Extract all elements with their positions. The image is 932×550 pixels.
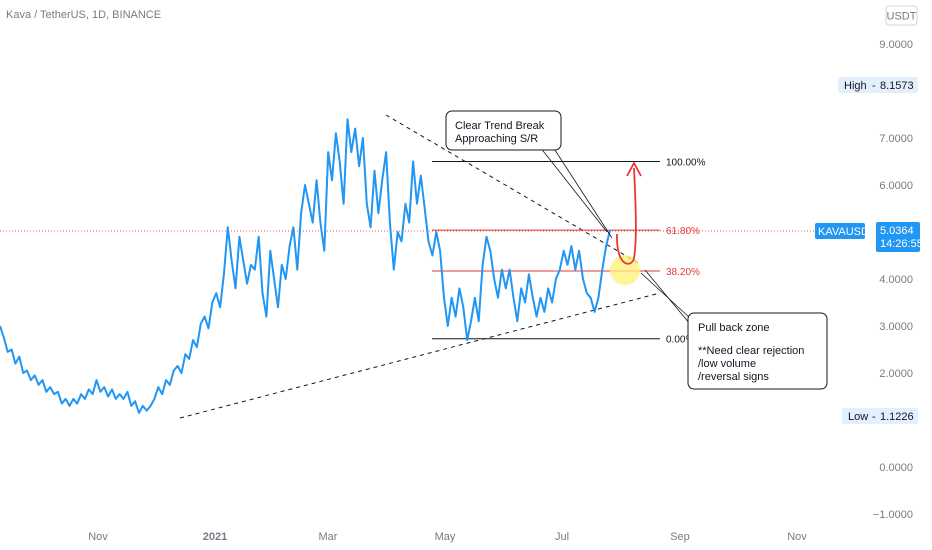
x-tick-label: Mar xyxy=(319,531,338,543)
y-tick-label: 2.0000 xyxy=(879,368,913,380)
y-tick-label: 3.0000 xyxy=(879,321,913,333)
high-badge-value: 8.1573 xyxy=(880,80,914,92)
callout-pointer-line xyxy=(552,146,613,239)
callout-pointer-line xyxy=(640,272,691,319)
price-series-line xyxy=(0,118,611,414)
last-price-badge: KAVAUSDT 5.0364 14:26:55 xyxy=(815,222,923,252)
y-tick-label: 6.0000 xyxy=(879,180,913,192)
x-tick-label: Jul xyxy=(555,531,569,543)
fib-retracement[interactable]: 100.00% 61.80% 38.20% 0.00% xyxy=(432,158,706,346)
callout-box[interactable] xyxy=(445,110,562,151)
x-tick-label: Nov xyxy=(787,531,807,543)
high-badge-separator: - xyxy=(872,80,876,92)
y-tick-label: 4.0000 xyxy=(879,274,913,286)
projection-arrow xyxy=(616,167,637,265)
y-tick-label: 9.0000 xyxy=(879,39,913,51)
downtrend-line[interactable] xyxy=(385,114,641,265)
low-badge: Low - 1.1226 xyxy=(842,408,918,424)
fib-level-label: 100.00% xyxy=(666,158,706,169)
candle-countdown: 14:26:55 xyxy=(880,238,923,250)
callout-trend-break[interactable]: Clear Trend Break Approaching S/R xyxy=(445,110,613,239)
callout-text-line-2: Approaching S/R xyxy=(455,133,538,145)
fib-level-label: 38.20% xyxy=(666,267,700,278)
currency-badge[interactable]: USDT xyxy=(885,5,918,26)
x-tick-label: Nov xyxy=(88,531,108,543)
y-tick-label: 0.0000 xyxy=(879,462,913,474)
y-tick-label: −1.0000 xyxy=(873,509,913,521)
fib-level-label: 61.80% xyxy=(666,226,700,237)
x-tick-label: May xyxy=(435,531,456,543)
callout-pointer-line xyxy=(644,269,691,325)
y-tick-label: 7.0000 xyxy=(879,133,913,145)
projection-arrow-head xyxy=(626,161,642,177)
uptrend-line[interactable] xyxy=(179,292,661,419)
callout-text-line-3: /low volume xyxy=(698,358,756,370)
low-badge-label: Low xyxy=(848,411,868,423)
low-badge-separator: - xyxy=(872,411,876,423)
price-badge-frame xyxy=(876,222,920,252)
high-badge-frame xyxy=(838,77,918,93)
x-tick-label: Sep xyxy=(670,531,690,543)
callout-pointer-line xyxy=(539,146,608,233)
callout-pullback[interactable]: Pull back zone **Need clear rejection /l… xyxy=(640,269,828,390)
currency-badge-frame[interactable] xyxy=(885,5,918,26)
symbol-badge-frame xyxy=(815,223,865,239)
callout-box[interactable] xyxy=(687,312,828,390)
low-badge-value: 1.1226 xyxy=(880,411,914,423)
callout-text-line-1: Clear Trend Break xyxy=(455,120,545,132)
low-badge-frame xyxy=(842,408,918,424)
pullback-zone-highlight xyxy=(610,255,640,285)
fib-level-label: 0.00% xyxy=(666,335,694,346)
x-tick-label: 2021 xyxy=(203,531,227,543)
high-badge-label: High xyxy=(844,80,867,92)
callout-text-line-1: Pull back zone xyxy=(698,322,770,334)
chart-title: Kava / TetherUS, 1D, BINANCE xyxy=(6,9,161,21)
last-price-value: 5.0364 xyxy=(880,225,914,237)
x-axis: Nov 2021 Mar May Jul Sep Nov xyxy=(88,531,807,543)
callout-text-line-4: /reversal signs xyxy=(698,371,769,383)
symbol-badge-label: KAVAUSDT xyxy=(818,226,876,238)
callout-text-line-2: **Need clear rejection xyxy=(698,345,804,357)
currency-label[interactable]: USDT xyxy=(887,11,917,23)
high-badge: High - 8.1573 xyxy=(838,77,918,93)
